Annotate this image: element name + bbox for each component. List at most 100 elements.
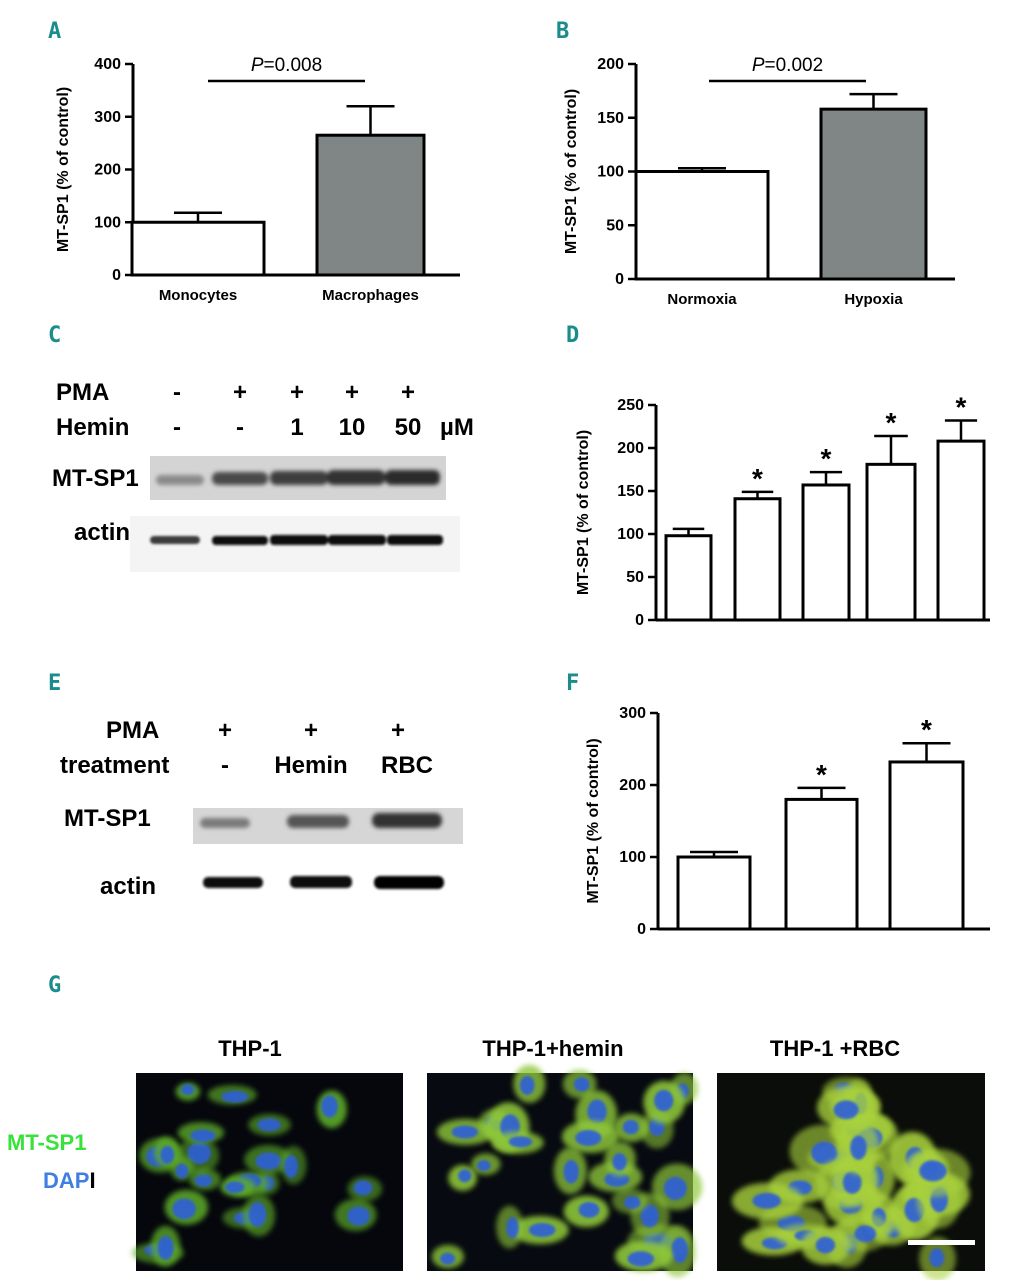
cell-nucleus [622, 1119, 639, 1135]
cell-nucleus [575, 1129, 602, 1147]
blot-band [287, 815, 349, 828]
significance-star: * [821, 443, 832, 474]
western-blot-c: PMA Hemin - + + + + - - 1 10 50 µM MT-SP… [52, 379, 474, 572]
significance-star: * [956, 391, 967, 422]
bar [801, 483, 851, 622]
blot-band [290, 876, 352, 888]
blot-c-hemin-3: 1 [290, 414, 303, 441]
blot-c-hemin-1: - [173, 414, 181, 441]
y-tick-label: 400 [94, 56, 121, 73]
blot-band [374, 876, 444, 889]
significance-star: * [886, 407, 897, 438]
bar [819, 107, 928, 281]
y-tick-label: 200 [619, 777, 646, 794]
cell-nucleus [640, 1204, 659, 1228]
blot-c-row2-label: Hemin [56, 414, 129, 441]
cell-nucleus [248, 1202, 267, 1227]
bar [130, 220, 266, 277]
blot-c-pma-1: - [173, 379, 181, 406]
blot-band [270, 471, 328, 485]
micrograph-title-3: THP-1 +RBC [770, 1036, 900, 1061]
y-tick-label: 200 [597, 56, 624, 73]
bar [733, 497, 782, 622]
cell-nucleus [627, 1251, 655, 1267]
blot-band [203, 877, 263, 888]
y-tick-label: 100 [597, 164, 624, 181]
blot-band [327, 470, 385, 485]
bar [634, 170, 770, 281]
cell-nucleus [578, 1201, 600, 1218]
cell-nucleus [440, 1252, 456, 1265]
cell-nucleus [255, 1152, 282, 1170]
micrograph-cells-2 [431, 1064, 703, 1278]
blot-c-band2-label: actin [74, 519, 130, 546]
panel-label-d: D [566, 323, 579, 348]
blot-band [372, 813, 442, 828]
x-category-label: Hypoxia [844, 291, 903, 308]
western-blot-e: PMA treatment + + + - Hemin RBC MT-SP1 a… [60, 717, 463, 900]
stain-label-dapi: DAPI [43, 1168, 96, 1193]
bar [676, 855, 752, 931]
blot-band [200, 818, 250, 828]
micrograph-panel-g: THP-1 THP-1+hemin THP-1 +RBC MT-SP1 DAPI [7, 1036, 985, 1280]
y-tick-label: 100 [619, 849, 646, 866]
p-value: =0.002 [765, 55, 824, 76]
y-axis-label: MT-SP1 (% of control) [55, 87, 72, 252]
cell-nucleus [671, 1237, 689, 1263]
bar [664, 534, 713, 622]
y-tick-label: 150 [597, 110, 624, 127]
cell-nucleus [811, 1141, 838, 1165]
bar [865, 462, 917, 622]
blot-c-pma-3: + [290, 379, 304, 406]
blot-c-unit: µM [440, 414, 474, 441]
y-tick-label: 200 [617, 440, 644, 457]
y-tick-label: 300 [94, 109, 121, 126]
cell-nucleus [654, 1089, 674, 1112]
p-value: =0.008 [264, 55, 323, 76]
y-tick-label: 100 [94, 214, 121, 231]
cell-nucleus [663, 1176, 687, 1200]
y-axis-label: MT-SP1 (% of control) [585, 738, 602, 903]
blot-e-row2-label: treatment [60, 752, 169, 779]
blot-e-pma-3: + [391, 717, 405, 744]
cell-nucleus [187, 1142, 211, 1165]
y-tick-label: 0 [637, 921, 646, 938]
significance-star: * [752, 463, 763, 494]
blot-c-band1-label: MT-SP1 [52, 465, 139, 492]
cell-nucleus [563, 1160, 579, 1184]
blot-e-pma-1: + [218, 717, 232, 744]
blot-e-row1-label: PMA [106, 717, 159, 744]
p-value-label: P=0.002 [752, 55, 823, 76]
chart-f: 0 100 200 300 MT-SP1 (% of control) * * [585, 705, 990, 938]
stain-label-mtsp1: MT-SP1 [7, 1130, 86, 1155]
significance-star: * [921, 714, 932, 745]
blot-band [387, 535, 443, 545]
cell-nucleus [257, 1118, 281, 1132]
chart-d: 0 50 100 150 200 250 MT-SP1 (% of control) * * * * [575, 391, 990, 629]
cell-nucleus [175, 1163, 189, 1179]
cell-nucleus [842, 1171, 862, 1194]
cell-nucleus [612, 1153, 627, 1171]
blot-c-hemin-4: 10 [339, 414, 366, 441]
chart-b: 0 50 100 150 200 MT-SP1 (% of control) Normoxi… [563, 55, 955, 308]
significance-star: * [816, 759, 827, 790]
bar [315, 133, 426, 277]
cell-nucleus [477, 1160, 491, 1171]
p-symbol: P [752, 55, 765, 76]
cell-nucleus [157, 1235, 174, 1260]
blot-band [212, 472, 268, 485]
y-tick-label: 0 [635, 612, 644, 629]
y-tick-label: 250 [617, 397, 644, 414]
cell-nucleus [752, 1192, 781, 1209]
y-axis-label: MT-SP1 (% of control) [563, 89, 580, 254]
cell-nucleus [528, 1222, 556, 1238]
blot-band [212, 536, 268, 545]
panel-label-g: G [48, 973, 61, 998]
x-category-label: Monocytes [159, 287, 237, 304]
cell-nucleus [815, 1236, 836, 1254]
cell-nucleus [833, 1100, 859, 1120]
cell-nucleus [194, 1173, 213, 1187]
cell-nucleus [172, 1198, 197, 1220]
y-tick-label: 200 [94, 162, 121, 179]
